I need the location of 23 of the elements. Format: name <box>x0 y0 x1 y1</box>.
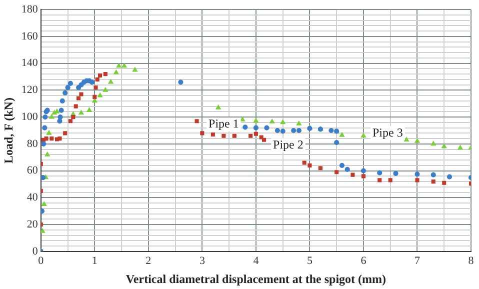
y-tick-label: 80 <box>26 138 38 150</box>
x-tick-label: 2 <box>146 254 152 267</box>
x-tick-label: 8 <box>468 254 474 267</box>
y-tick-label: 0 <box>32 245 38 258</box>
y-tick-label: 140 <box>21 57 38 70</box>
y-tick-label: 60 <box>26 164 38 177</box>
y-tick-label: 180 <box>21 3 38 16</box>
annotation: Pipe 3 <box>372 125 403 140</box>
x-axis-title: Vertical diametral displacement at the spigot (mm) <box>126 272 386 286</box>
x-tick-label: 5 <box>306 254 313 267</box>
y-tick-label: 160 <box>21 30 38 42</box>
x-tick-label: 1 <box>92 254 98 267</box>
x-tick-label: 7 <box>414 254 420 267</box>
y-tick-label: 40 <box>26 192 38 204</box>
annotation: Pipe 2 <box>273 137 304 152</box>
y-tick-label: 100 <box>21 110 38 123</box>
x-tick-label: 4 <box>253 254 260 267</box>
y-tick-label: 120 <box>21 84 38 96</box>
y-axis-title: Load, F (kN) <box>1 98 16 164</box>
x-tick-label: 6 <box>360 254 367 267</box>
annotation: Pipe 1 <box>208 116 239 131</box>
x-tick-label: 3 <box>199 254 206 267</box>
y-tick-label: 20 <box>26 218 38 230</box>
